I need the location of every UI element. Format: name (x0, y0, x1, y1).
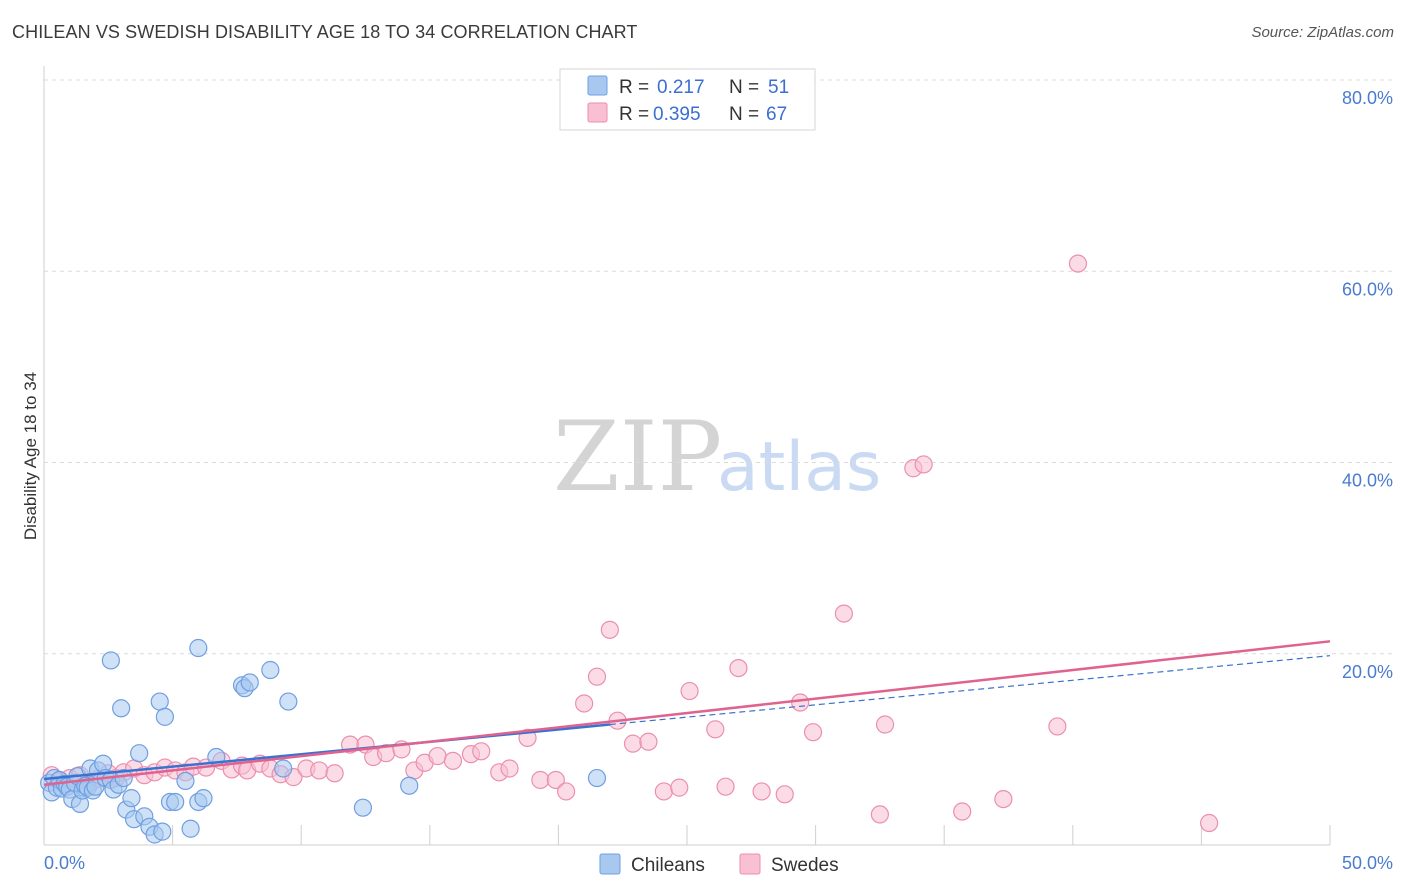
watermark-zip: ZIP (553, 401, 722, 513)
stats-legend: R = 0.217 N = 51 R = 0.395 N = 67 (559, 68, 816, 131)
y-tick-labels: 20.0% 40.0% 60.0% 80.0% (1342, 88, 1393, 682)
swedes-point (623, 734, 643, 753)
x-tick-label: 0.0% (44, 853, 85, 873)
grid (44, 79, 1395, 655)
chileans-point (189, 638, 208, 658)
swedes-r-value: 0.395 (653, 104, 701, 125)
chileans-point (274, 759, 293, 778)
chileans-point (194, 789, 213, 808)
swedes-point (531, 770, 550, 790)
chileans-r-value: 0.217 (657, 77, 705, 98)
chileans-point (150, 692, 169, 711)
x-tick-label: 50.0% (1342, 853, 1393, 873)
chileans-trend-extension (609, 655, 1331, 726)
chileans-trend-line (43, 723, 610, 781)
watermark-atlas: atlas (717, 428, 881, 507)
swedes-point (680, 681, 699, 701)
swedes-point (775, 785, 794, 804)
swedes-point (803, 723, 823, 742)
swedes-point (834, 604, 853, 623)
swedes-point (870, 805, 890, 824)
swedes-point (443, 751, 463, 770)
swedes-point (600, 620, 619, 639)
swedes-point (791, 693, 810, 712)
swedes-point (1068, 254, 1088, 273)
chileans-r-label: R = (619, 77, 649, 98)
swedes-point (472, 742, 491, 761)
chileans-point (261, 660, 280, 680)
chart-title: CHILEAN VS SWEDISH DISABILITY AGE 18 TO … (12, 22, 638, 42)
chileans-point (130, 744, 149, 763)
swedes-point (587, 667, 607, 686)
chileans-point (153, 822, 172, 841)
swedes-point (729, 658, 748, 678)
chileans-point (400, 776, 419, 795)
swedes-point (575, 694, 594, 713)
swedes-series-label: Swedes (771, 855, 839, 876)
watermark: ZIP atlas (553, 401, 881, 513)
axes (43, 66, 1331, 846)
swedes-point (875, 715, 895, 734)
swedes-r-label: R = (619, 104, 649, 125)
chileans-point (181, 819, 200, 838)
y-tick-label: 40.0% (1342, 471, 1393, 491)
y-tick-label: 80.0% (1342, 88, 1393, 108)
chileans-point (155, 707, 174, 726)
swedes-point (716, 777, 735, 796)
swedes-point (706, 720, 725, 739)
series-legend: Chileans Swedes (599, 853, 839, 876)
chileans-point (112, 699, 131, 718)
x-tick-labels: 0.0% 50.0% (44, 853, 1393, 873)
swedes-point (500, 759, 519, 778)
swedes-n-label: N = (729, 104, 759, 125)
swedes-series-swatch (739, 853, 761, 875)
chileans-point (353, 798, 373, 817)
chileans-point (240, 673, 259, 692)
chart-source: Source: ZipAtlas.com (1251, 24, 1394, 41)
chileans-point (587, 768, 607, 788)
chileans-point (176, 771, 195, 791)
trend-lines (43, 640, 1331, 786)
swedes-point (310, 761, 329, 780)
swedes-point (428, 746, 447, 766)
swedes-legend-swatch (587, 102, 608, 123)
swedes-points (42, 254, 1219, 833)
chileans-n-label: N = (729, 77, 759, 98)
swedes-point (953, 802, 972, 821)
chileans-n-value: 51 (768, 77, 789, 98)
swedes-trend-line (43, 640, 1331, 786)
swedes-point (325, 764, 344, 783)
swedes-point (994, 789, 1013, 809)
swedes-point (1048, 717, 1067, 736)
swedes-point (557, 782, 576, 801)
swedes-n-value: 67 (766, 104, 787, 125)
chileans-point (101, 651, 120, 670)
swedes-point (1200, 813, 1219, 833)
swedes-point (546, 770, 565, 790)
swedes-point (752, 782, 771, 801)
y-tick-label: 60.0% (1342, 279, 1393, 299)
chileans-point (166, 792, 185, 812)
swedes-point (639, 732, 658, 751)
chileans-series-label: Chileans (631, 855, 705, 876)
chileans-point (279, 692, 298, 711)
swedes-point (670, 778, 689, 797)
chileans-series-swatch (599, 853, 621, 875)
y-axis-label: Disability Age 18 to 34 (21, 372, 40, 540)
y-tick-label: 20.0% (1342, 662, 1393, 682)
chileans-legend-swatch (587, 75, 608, 96)
swedes-point (914, 455, 933, 474)
swedes-point (654, 782, 673, 801)
chileans-point (122, 789, 141, 808)
